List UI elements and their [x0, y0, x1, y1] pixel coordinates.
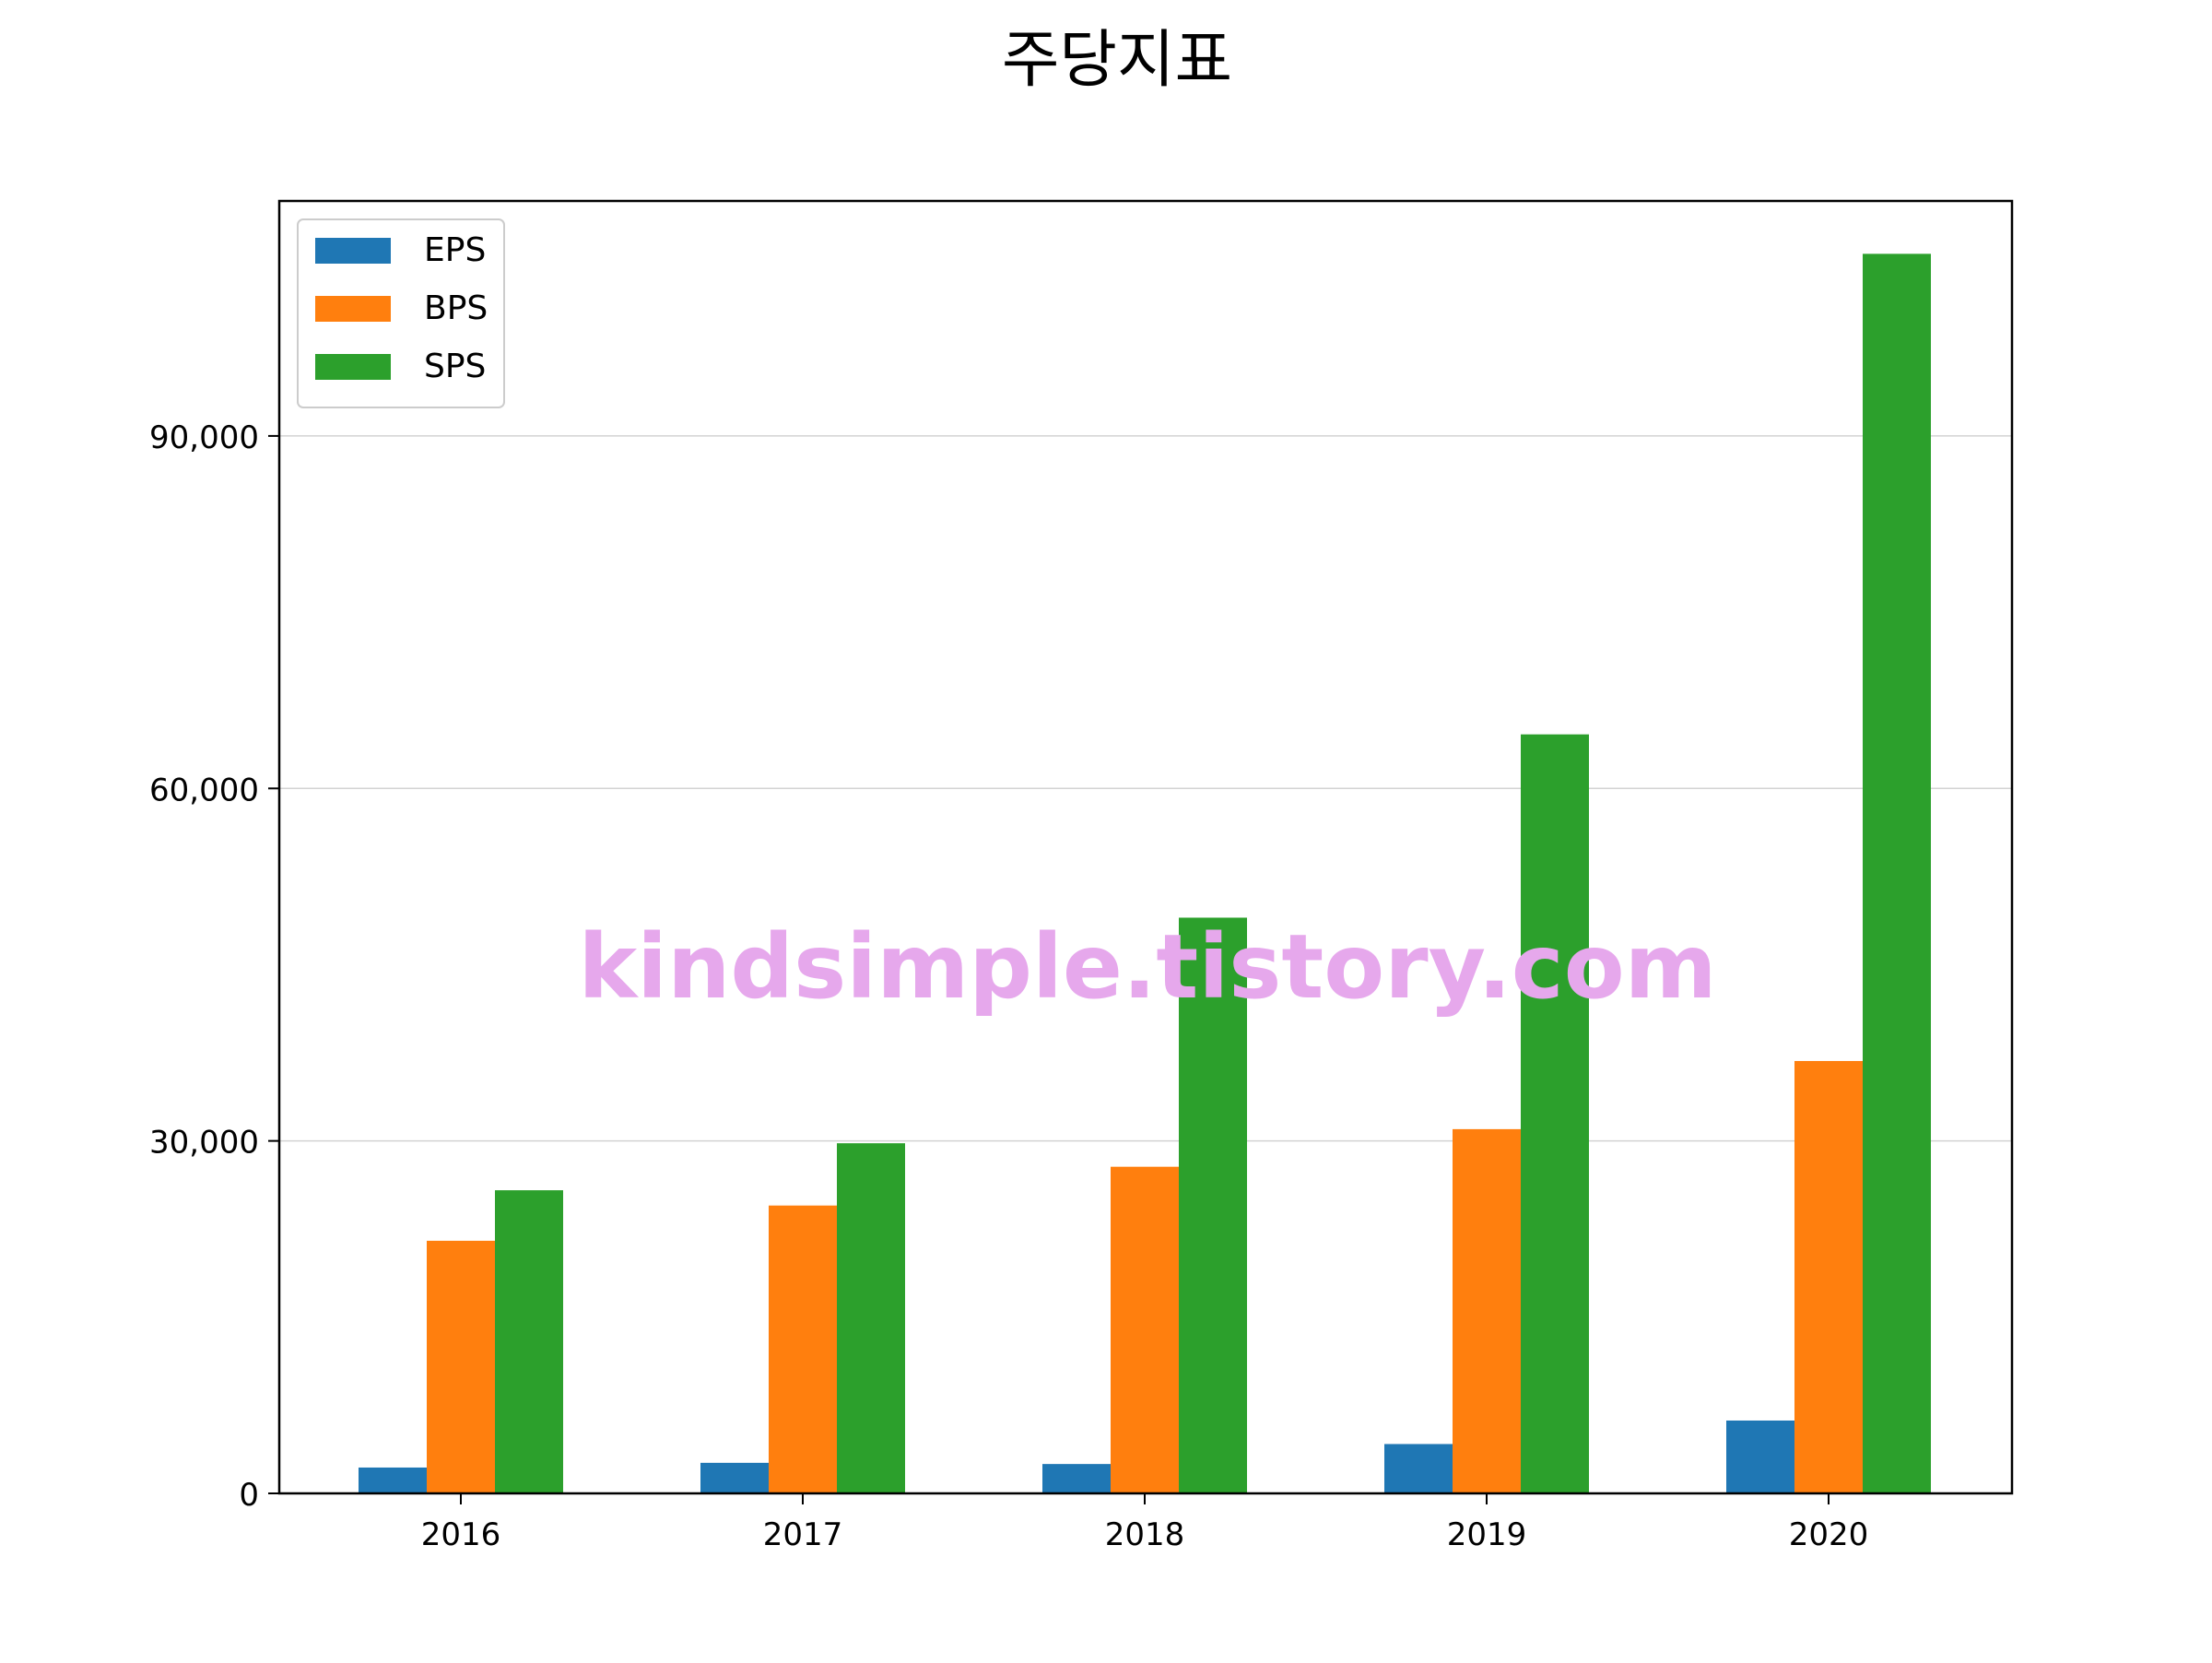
- bar-sps-2018: [1179, 917, 1247, 1493]
- x-tick-label: 2020: [1789, 1516, 1869, 1553]
- y-axis: 0 30,000 60,000 90,000: [149, 419, 279, 1514]
- legend-swatch-eps: [315, 238, 391, 264]
- legend-label-bps: BPS: [424, 289, 488, 327]
- y-tick-label: 30,000: [149, 1125, 259, 1162]
- bar-sps-2016: [495, 1190, 563, 1493]
- bar-eps-2017: [700, 1462, 769, 1493]
- legend-label-sps: SPS: [424, 348, 486, 385]
- bar-bps-2019: [1453, 1128, 1521, 1493]
- bar-eps-2018: [1042, 1464, 1111, 1493]
- bar-eps-2016: [359, 1467, 427, 1493]
- y-tick-label: 0: [239, 1477, 259, 1514]
- x-tick-label: 2019: [1447, 1516, 1527, 1553]
- legend-label-eps: EPS: [424, 231, 486, 269]
- bar-bps-2017: [769, 1205, 837, 1493]
- bar-sps-2017: [837, 1143, 905, 1493]
- y-tick-label: 90,000: [149, 419, 259, 456]
- x-tick-label: 2016: [421, 1516, 501, 1553]
- x-tick-label: 2018: [1105, 1516, 1185, 1553]
- legend-swatch-sps: [315, 354, 391, 380]
- x-axis: 2016 2017 2018 2019 2020: [421, 1493, 1869, 1553]
- legend: EPS BPS SPS: [297, 218, 505, 408]
- bar-sps-2020: [1863, 254, 1931, 1494]
- y-tick-label: 60,000: [149, 772, 259, 808]
- legend-swatch-bps: [315, 296, 391, 322]
- chart-title: 주당지표: [1002, 24, 1232, 97]
- bar-bps-2020: [1794, 1060, 1863, 1493]
- watermark: kindsimple.tistory.com: [578, 915, 1716, 1019]
- bar-sps-2019: [1521, 734, 1589, 1493]
- bar-bps-2016: [427, 1240, 495, 1493]
- bar-eps-2019: [1384, 1444, 1453, 1493]
- x-tick-label: 2017: [763, 1516, 843, 1553]
- bar-eps-2020: [1726, 1420, 1794, 1493]
- grid-lines: [279, 435, 2012, 1142]
- bar-bps-2018: [1111, 1166, 1179, 1493]
- bars: [359, 254, 1931, 1494]
